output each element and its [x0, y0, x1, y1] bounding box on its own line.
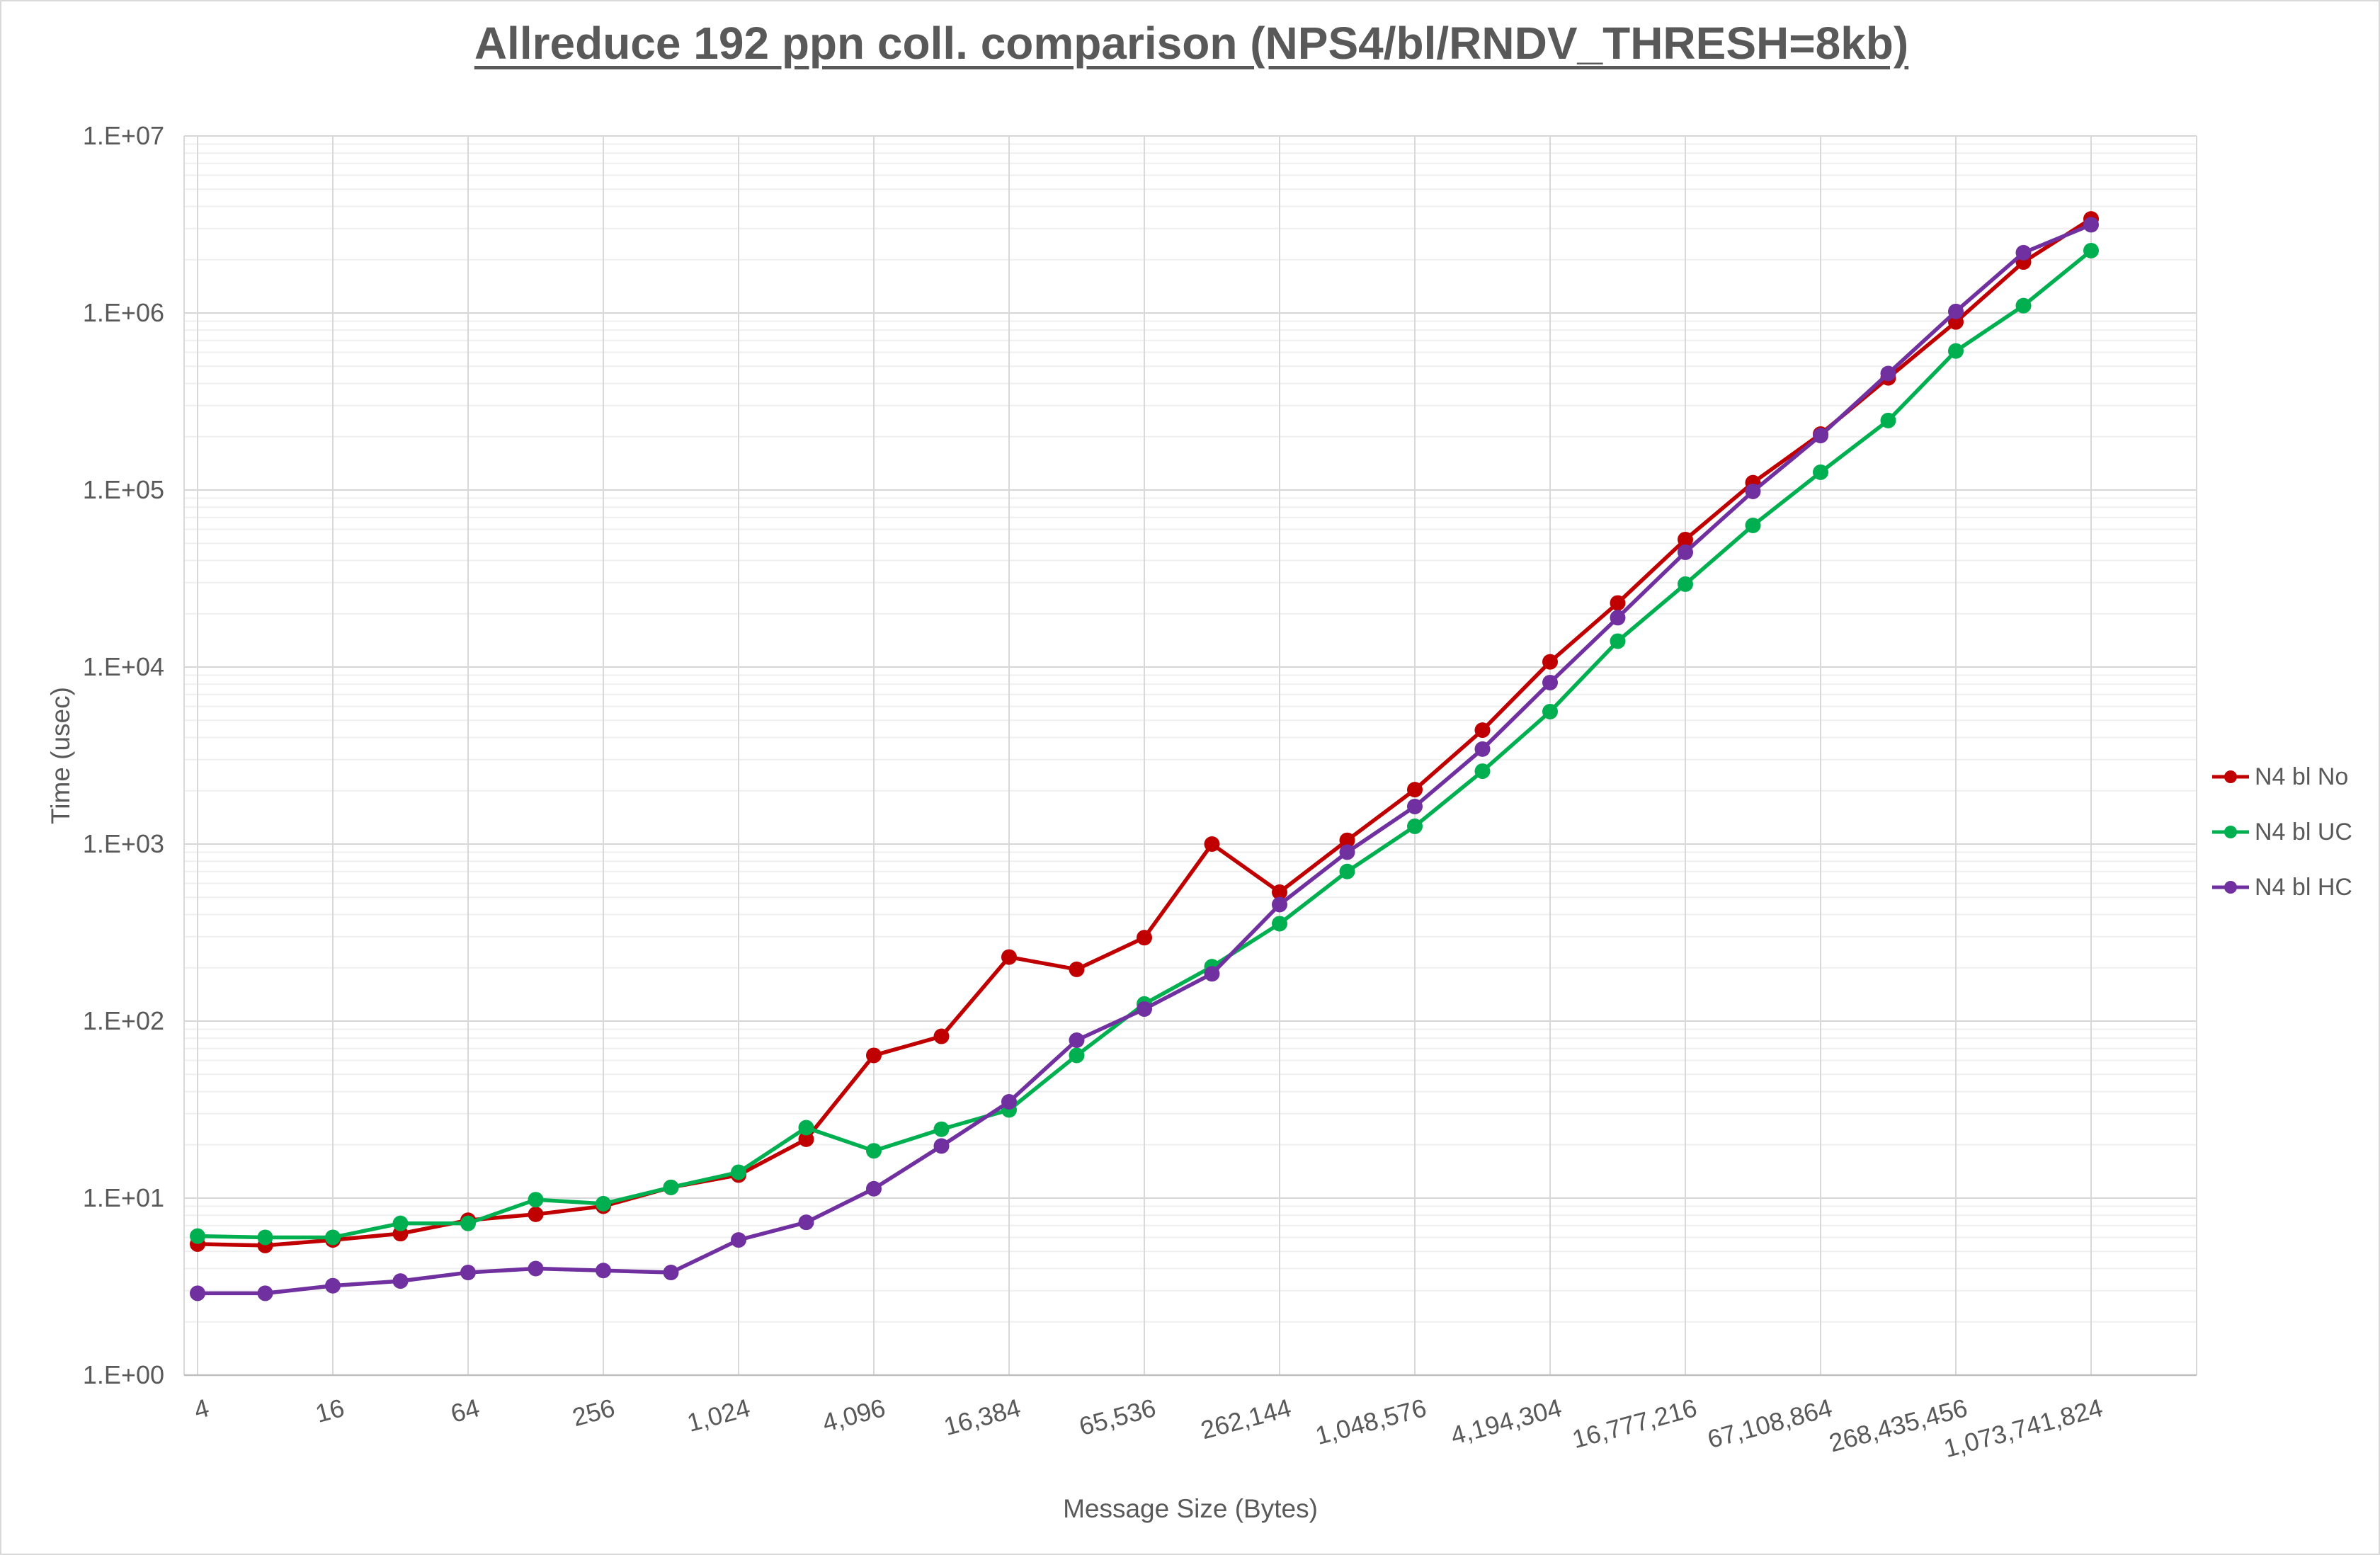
data-point[interactable] [731, 1232, 746, 1248]
data-point[interactable] [1542, 654, 1558, 670]
data-point[interactable] [798, 1214, 814, 1231]
data-point[interactable] [1880, 365, 1896, 382]
legend-item-N4-bl-No[interactable]: N4 bl No [2212, 761, 2352, 793]
legend-label: N4 bl UC [2255, 818, 2352, 845]
data-point[interactable] [190, 1285, 205, 1301]
data-point[interactable] [1204, 966, 1220, 982]
data-point[interactable] [933, 1028, 950, 1044]
data-point[interactable] [460, 1265, 476, 1281]
data-point[interactable] [1610, 633, 1626, 649]
data-point[interactable] [1137, 930, 1152, 946]
data-point[interactable] [1542, 703, 1558, 719]
legend-item-N4-bl-UC[interactable]: N4 bl UC [2212, 816, 2352, 848]
data-point[interactable] [2015, 297, 2032, 314]
data-point[interactable] [2083, 242, 2099, 258]
data-point[interactable] [866, 1047, 882, 1064]
data-point[interactable] [596, 1195, 611, 1212]
data-point[interactable] [866, 1143, 882, 1159]
data-point[interactable] [1272, 896, 1287, 913]
y-tick-label: 1.E+05 [82, 475, 164, 504]
data-point[interactable] [1678, 576, 1693, 592]
data-point[interactable] [1001, 1093, 1017, 1110]
data-point[interactable] [1272, 884, 1287, 900]
data-point[interactable] [1813, 428, 1828, 444]
data-point[interactable] [392, 1273, 409, 1289]
data-point[interactable] [528, 1260, 544, 1277]
data-point[interactable] [2083, 217, 2099, 233]
data-point[interactable] [663, 1179, 679, 1195]
data-point[interactable] [596, 1263, 611, 1279]
data-point[interactable] [325, 1277, 341, 1294]
legend: N4 bl No N4 bl UC N4 bl HC [2212, 761, 2352, 926]
data-point[interactable] [1407, 798, 1423, 814]
data-point[interactable] [1610, 595, 1626, 611]
data-point[interactable] [1474, 763, 1491, 780]
data-point[interactable] [1137, 1001, 1152, 1017]
y-tick-label: 1.E+03 [82, 829, 164, 858]
data-point[interactable] [663, 1265, 679, 1281]
data-point[interactable] [866, 1180, 882, 1197]
chart-title: Allreduce 192 ppn coll. comparison (NPS4… [474, 18, 1909, 69]
data-point[interactable] [1339, 844, 1355, 860]
data-point[interactable] [1204, 836, 1220, 852]
data-point[interactable] [528, 1192, 544, 1208]
data-point[interactable] [1407, 818, 1423, 834]
y-tick-label: 1.E+07 [82, 121, 164, 150]
data-point[interactable] [1069, 961, 1085, 977]
legend-label: N4 bl No [2255, 763, 2349, 790]
data-point[interactable] [1678, 544, 1693, 560]
data-point[interactable] [1880, 412, 1896, 428]
data-point[interactable] [1745, 517, 1761, 533]
data-point[interactable] [392, 1215, 409, 1231]
y-tick-label: 1.E+02 [82, 1006, 164, 1035]
data-point[interactable] [933, 1121, 950, 1137]
data-point[interactable] [1272, 916, 1287, 932]
data-point[interactable] [1948, 303, 1964, 319]
data-point[interactable] [460, 1215, 476, 1231]
y-tick-label: 1.E+00 [82, 1360, 164, 1389]
data-point[interactable] [1948, 343, 1964, 359]
y-tick-label: 1.E+01 [82, 1183, 164, 1212]
legend-line-marker-icon [2212, 770, 2249, 783]
data-point[interactable] [1339, 863, 1355, 879]
legend-item-N4-bl-HC[interactable]: N4 bl HC [2212, 871, 2352, 904]
data-point[interactable] [190, 1228, 205, 1244]
data-point[interactable] [1069, 1047, 1085, 1064]
y-tick-label: 1.E+04 [82, 652, 164, 681]
data-point[interactable] [325, 1229, 341, 1246]
data-point[interactable] [528, 1206, 544, 1222]
data-point[interactable] [1813, 464, 1828, 480]
legend-line-marker-icon [2212, 881, 2249, 894]
data-point[interactable] [1542, 674, 1558, 690]
data-point[interactable] [1339, 832, 1355, 848]
data-point[interactable] [1745, 483, 1761, 499]
data-point[interactable] [1407, 782, 1423, 798]
data-point[interactable] [1069, 1032, 1085, 1048]
y-tick-label: 1.E+06 [82, 298, 164, 327]
data-point[interactable] [257, 1285, 273, 1301]
data-point[interactable] [257, 1229, 273, 1246]
legend-label: N4 bl HC [2255, 873, 2352, 901]
x-axis-title: Message Size (Bytes) [1063, 1494, 1318, 1523]
data-point[interactable] [1678, 531, 1693, 547]
legend-line-marker-icon [2212, 826, 2249, 838]
data-point[interactable] [1474, 722, 1491, 739]
data-point[interactable] [798, 1131, 814, 1147]
data-point[interactable] [933, 1138, 950, 1154]
data-point[interactable] [2015, 244, 2032, 261]
data-point[interactable] [1001, 949, 1017, 965]
data-point[interactable] [1474, 741, 1491, 757]
data-point[interactable] [798, 1120, 814, 1136]
data-point[interactable] [1610, 610, 1626, 626]
data-point[interactable] [731, 1164, 746, 1180]
